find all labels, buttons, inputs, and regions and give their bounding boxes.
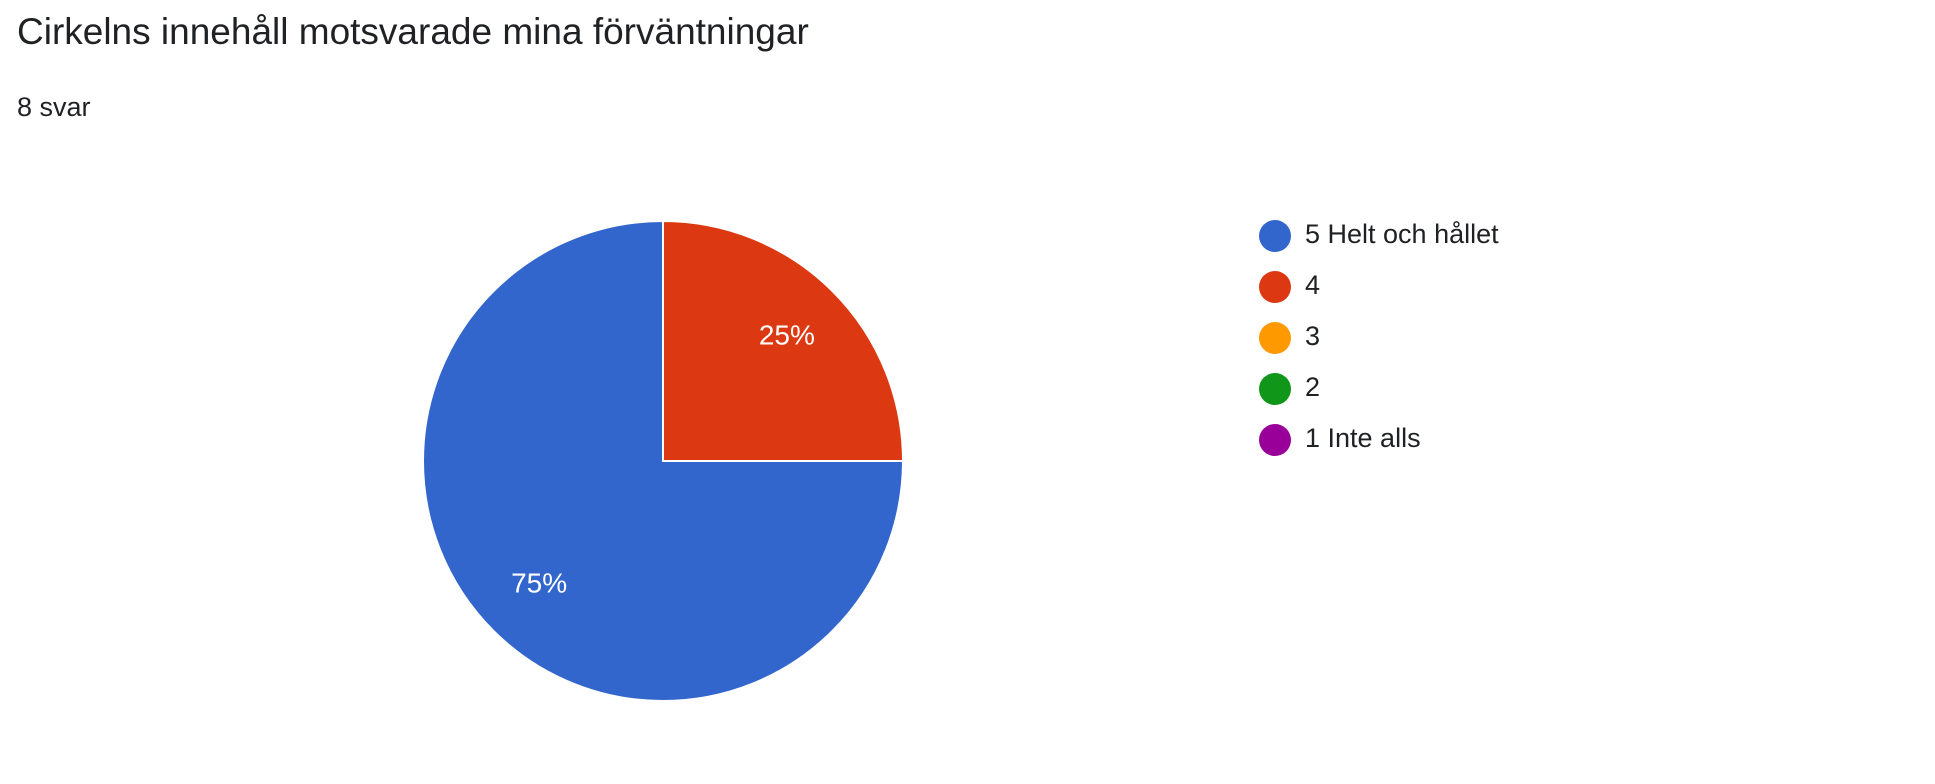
data-label: 75%	[511, 567, 567, 598]
legend-swatch	[1259, 220, 1291, 252]
pie-slice	[662, 219, 905, 462]
legend-label: 5 Helt och hållet	[1305, 219, 1499, 249]
legend-label: 2	[1305, 372, 1320, 402]
legend-swatch	[1259, 373, 1291, 405]
data-label: 25%	[759, 320, 815, 351]
legend-label: 3	[1305, 321, 1320, 351]
legend-swatch	[1259, 271, 1291, 303]
legend-swatch	[1259, 322, 1291, 354]
legend-swatch	[1259, 424, 1291, 456]
chart-subtitle: 8 svar	[17, 92, 91, 122]
legend-label: 4	[1305, 270, 1320, 300]
legend-label: 1 Inte alls	[1305, 423, 1421, 453]
chart-title: Cirkelns innehåll motsvarade mina förvän…	[17, 11, 809, 52]
pie-slice	[422, 219, 905, 702]
